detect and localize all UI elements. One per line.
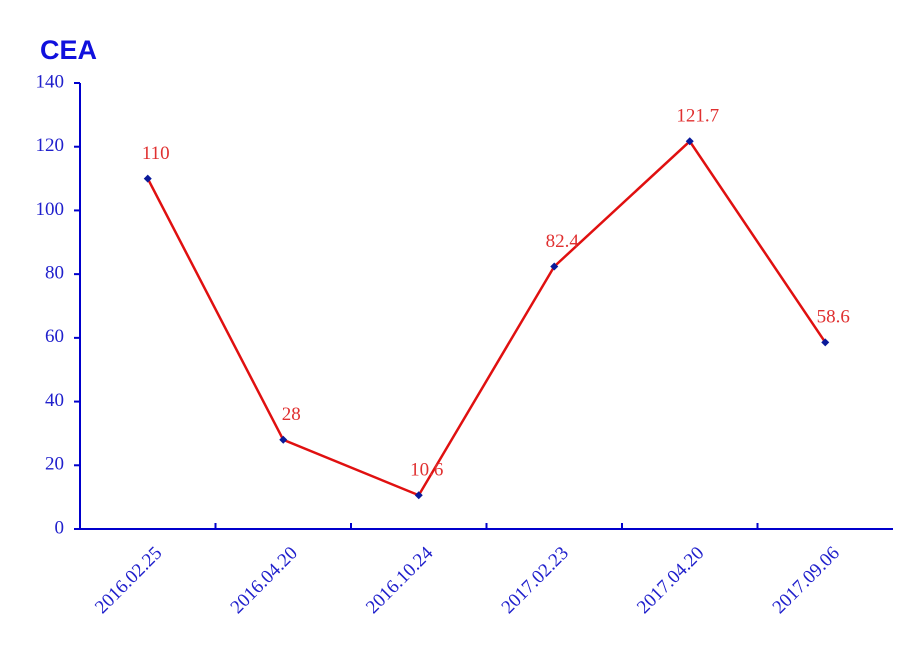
line <box>146 139 827 497</box>
data-label: 110 <box>142 143 170 164</box>
y-tick-label: 40 <box>45 390 64 411</box>
marker <box>414 491 423 500</box>
marker <box>685 137 694 146</box>
data-label: 82.4 <box>546 231 580 252</box>
data-label: 10.6 <box>410 460 443 481</box>
y-tick-label: 60 <box>45 326 64 347</box>
marker <box>279 435 288 444</box>
y-tick-label: 120 <box>36 135 65 156</box>
y-tick-label: 20 <box>45 454 64 475</box>
marker <box>143 174 152 183</box>
chart-title: CEA <box>40 35 97 65</box>
marker <box>821 338 830 347</box>
y-tick-label: 0 <box>55 517 65 538</box>
marker <box>550 262 559 271</box>
y-tick-label: 140 <box>36 71 65 92</box>
y-tick-label: 80 <box>45 263 64 284</box>
data-label: 58.6 <box>817 307 850 328</box>
data-label: 121.7 <box>676 106 719 127</box>
y-tick-label: 100 <box>36 199 65 220</box>
data-label: 28 <box>282 404 301 425</box>
